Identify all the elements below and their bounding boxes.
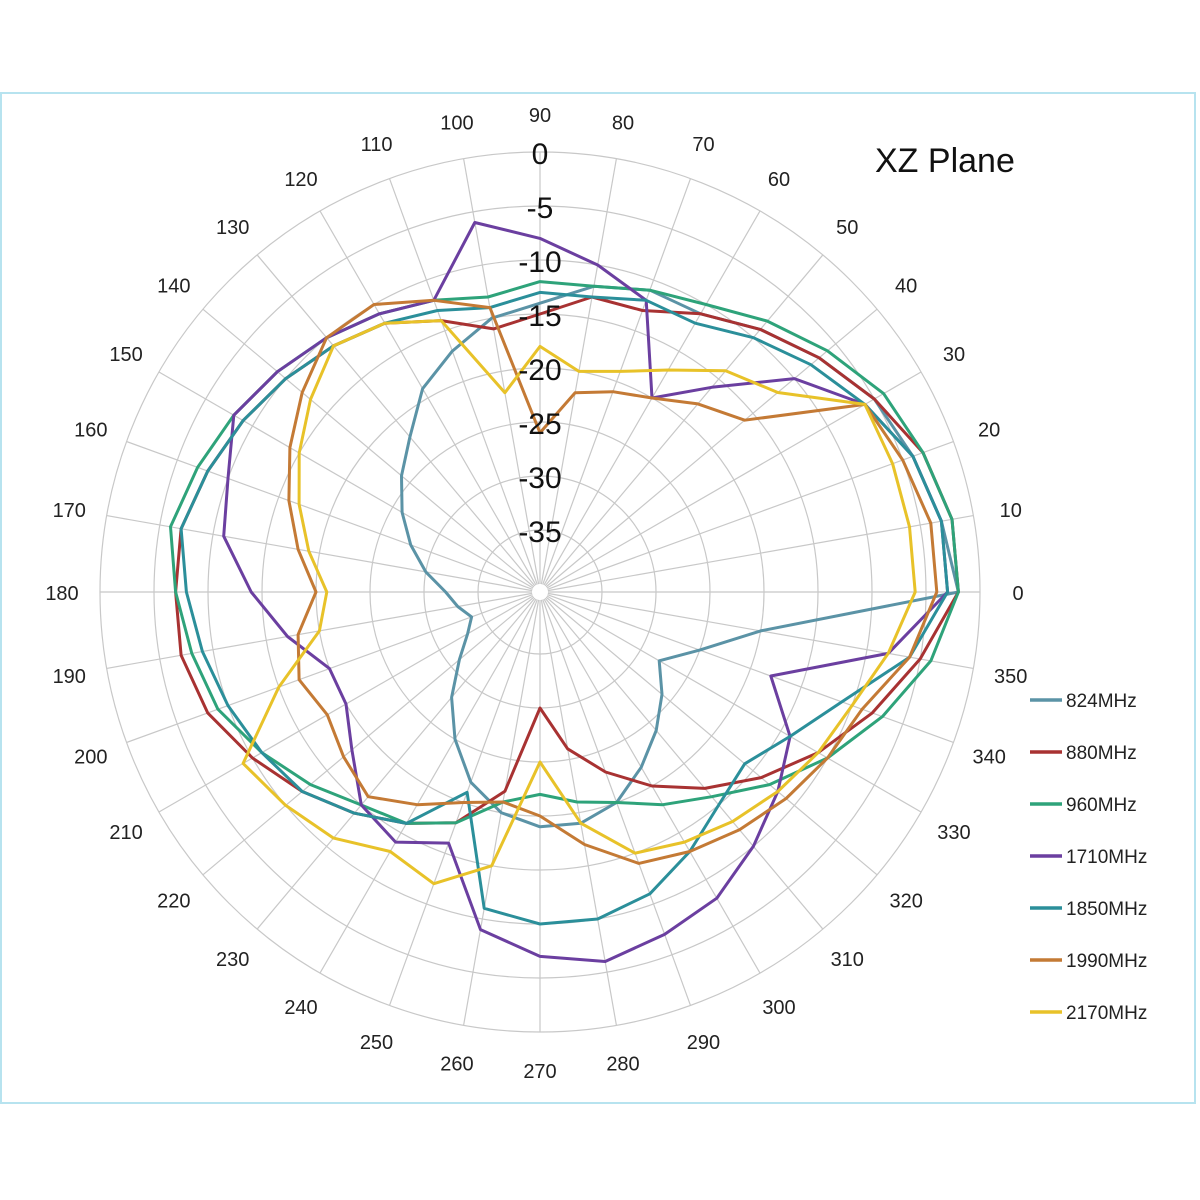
grid-spoke — [202, 596, 535, 876]
grid-spoke — [126, 440, 533, 590]
radial-tick-label: -15 — [518, 300, 561, 333]
angle-tick-label: 250 — [360, 1032, 393, 1054]
angle-tick-label: 280 — [606, 1054, 639, 1076]
grid-spoke — [319, 598, 537, 974]
angle-tick-label: 200 — [74, 746, 107, 768]
grid-spoke — [542, 178, 692, 585]
grid-spoke — [544, 254, 824, 587]
angle-tick-label: 330 — [937, 822, 970, 844]
radial-tick-label: -35 — [518, 516, 561, 549]
grid-spoke — [540, 599, 617, 1026]
legend-label: 2170MHz — [1066, 1003, 1147, 1024]
legend-label: 824MHz — [1066, 691, 1137, 712]
angle-tick-label: 40 — [895, 276, 917, 298]
radial-tick-label: 0 — [532, 138, 549, 171]
angle-tick-label: 300 — [762, 997, 795, 1019]
radial-tick-label: -20 — [518, 354, 561, 387]
series-line-2170MHz — [241, 319, 917, 886]
grid-spoke — [547, 594, 954, 744]
grid-spoke — [158, 371, 534, 589]
grid-spoke — [256, 597, 536, 930]
angle-tick-label: 110 — [361, 134, 393, 156]
grid-spoke — [319, 210, 537, 586]
angle-tick-label: 260 — [440, 1054, 473, 1076]
chart-title: XZ Plane — [875, 142, 1015, 180]
grid-spoke — [546, 371, 922, 589]
grid-spoke — [202, 308, 535, 588]
legend-label: 1850MHz — [1066, 899, 1147, 920]
angle-tick-label: 130 — [216, 217, 249, 239]
angle-tick-label: 80 — [612, 112, 634, 134]
grid-spoke — [545, 308, 878, 588]
angle-tick-label: 120 — [284, 169, 317, 191]
angle-tick-label: 70 — [692, 134, 714, 156]
grid-spoke — [388, 178, 538, 585]
angle-labels: 90 80706050403020100350340330320310300290… — [45, 105, 1027, 1083]
angle-tick-label: 240 — [284, 997, 317, 1019]
angle-tick-label: 180 — [45, 583, 78, 605]
angle-tick-label: 150 — [109, 344, 142, 366]
legend-label: 880MHz — [1066, 743, 1137, 764]
grid-spoke — [547, 515, 974, 592]
angle-tick-label: 20 — [978, 420, 1000, 442]
radial-tick-label: -5 — [527, 192, 554, 225]
angle-tick-label: 220 — [157, 890, 190, 912]
grid-spoke — [463, 158, 540, 585]
series-layer — [169, 221, 960, 963]
angle-tick-label: 0 — [1012, 583, 1023, 605]
angle-tick-label: 100 — [440, 112, 473, 134]
angle-tick-label: 30 — [943, 344, 965, 366]
angle-tick-label: 10 — [1000, 500, 1022, 522]
series-line-824MHz — [400, 284, 960, 829]
angle-tick-label: 340 — [972, 746, 1005, 768]
legend: 824MHz 880MHz 960MHz 1710MHz 1850MHz 1990MHz 2… — [1030, 691, 1147, 1024]
radial-tick-label: -30 — [518, 462, 561, 495]
series-line-1990MHz — [287, 298, 939, 865]
legend-label: 960MHz — [1066, 795, 1137, 816]
angle-tick-label: 210 — [109, 822, 142, 844]
angle-tick-label: 160 — [74, 420, 107, 442]
angle-tick-label: 90 — [529, 105, 551, 127]
grid-spoke — [544, 597, 824, 930]
angle-tick-label: 320 — [889, 890, 922, 912]
legend-label: 1990MHz — [1066, 951, 1147, 972]
angle-tick-label: 230 — [216, 949, 249, 971]
legend-label: 1710MHz — [1066, 847, 1147, 868]
angle-tick-label: 310 — [831, 949, 864, 971]
grid-spoke — [547, 440, 954, 590]
angle-tick-label: 270 — [523, 1061, 556, 1083]
grid-spoke — [545, 596, 878, 876]
angle-tick-label: 350 — [994, 666, 1027, 688]
radial-labels: 0 -5 -10 -15 -20 -25 -30 -35 — [518, 138, 561, 549]
grid-spoke — [546, 595, 922, 813]
angle-tick-label: 290 — [687, 1032, 720, 1054]
polar-grid — [99, 151, 981, 1033]
angle-tick-label: 170 — [53, 500, 86, 522]
angle-tick-label: 190 — [53, 666, 86, 688]
grid-spoke — [256, 254, 536, 587]
series-line-960MHz — [169, 280, 960, 825]
radial-tick-label: -10 — [518, 246, 561, 279]
angle-tick-label: 50 — [836, 217, 858, 239]
angle-tick-label: 140 — [157, 276, 190, 298]
radial-tick-label: -25 — [518, 408, 561, 441]
angle-tick-label: 60 — [768, 169, 790, 191]
grid-spoke — [106, 515, 533, 592]
